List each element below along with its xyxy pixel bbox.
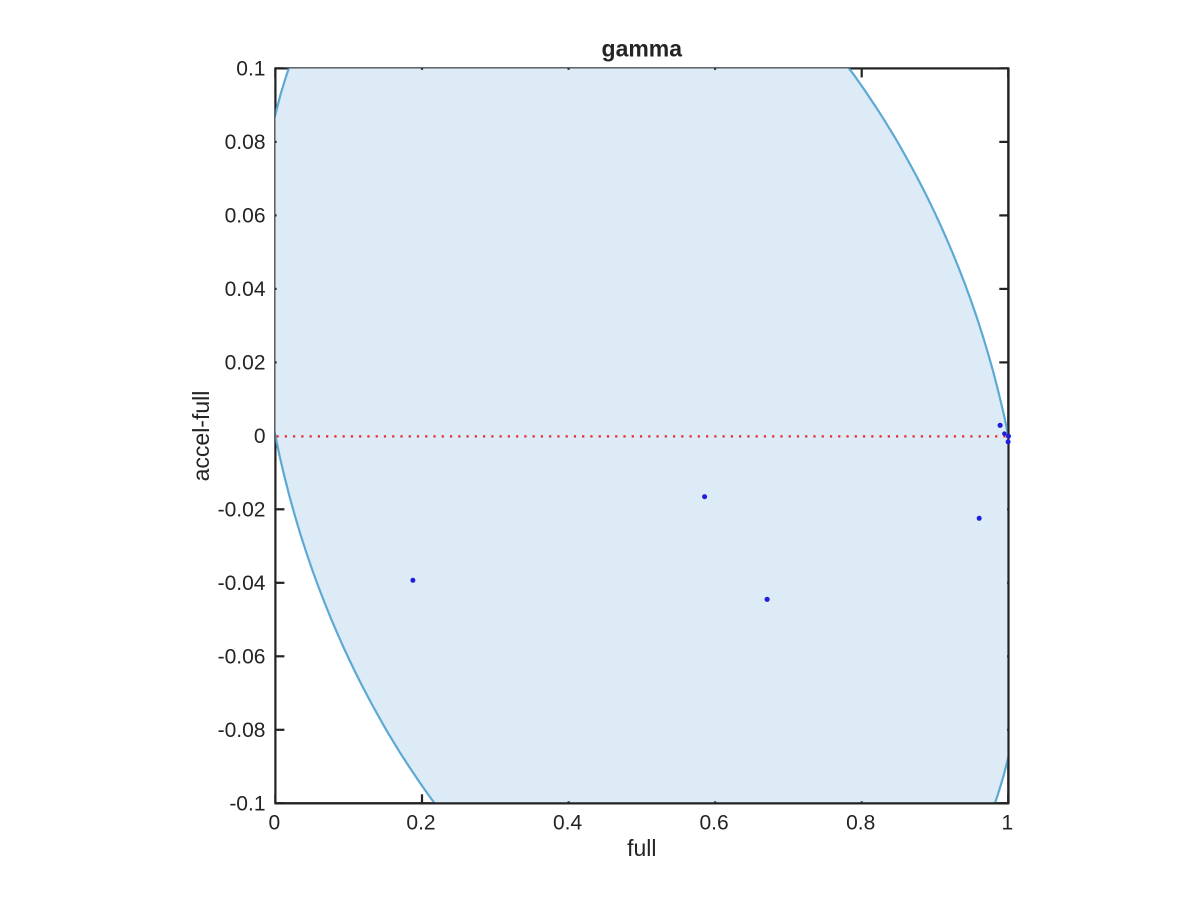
- svg-text:-0.08: -0.08: [218, 719, 266, 742]
- svg-text:-0.1: -0.1: [229, 793, 265, 816]
- svg-text:full: full: [627, 835, 656, 861]
- svg-text:-0.04: -0.04: [218, 572, 266, 595]
- svg-text:accel-full: accel-full: [188, 391, 214, 482]
- svg-text:-0.02: -0.02: [218, 499, 266, 522]
- svg-text:1: 1: [1001, 812, 1013, 835]
- svg-text:0.04: 0.04: [225, 278, 266, 301]
- svg-text:0.8: 0.8: [846, 812, 875, 835]
- svg-text:0: 0: [254, 425, 266, 448]
- svg-text:0.6: 0.6: [699, 812, 728, 835]
- svg-text:0.1: 0.1: [236, 58, 265, 81]
- svg-text:0: 0: [269, 812, 281, 835]
- svg-text:0.08: 0.08: [225, 131, 266, 154]
- svg-text:0.2: 0.2: [406, 812, 435, 835]
- svg-text:0.4: 0.4: [553, 812, 583, 835]
- svg-text:-0.06: -0.06: [218, 646, 266, 669]
- svg-text:gamma: gamma: [602, 36, 683, 62]
- svg-text:0.06: 0.06: [225, 205, 266, 228]
- svg-text:0.02: 0.02: [225, 352, 266, 375]
